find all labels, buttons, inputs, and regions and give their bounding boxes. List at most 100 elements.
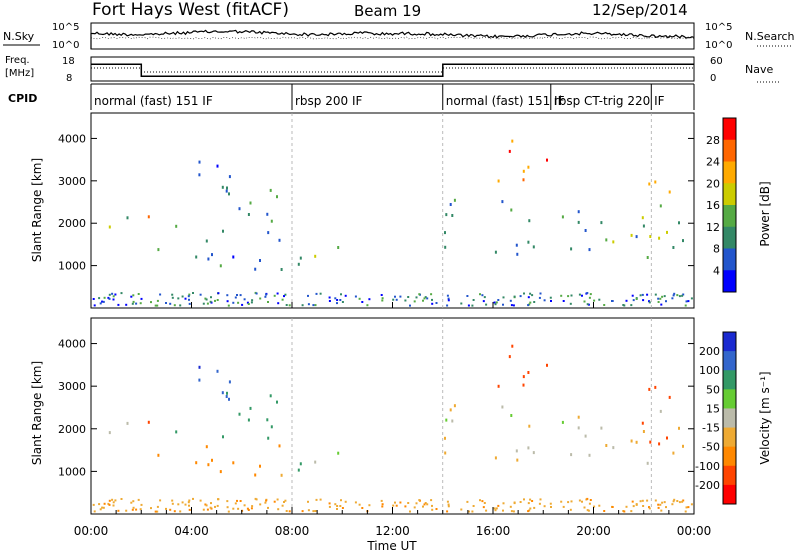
velocity-cell xyxy=(531,500,534,502)
velocity-cell xyxy=(209,506,212,509)
power-cell xyxy=(336,299,339,301)
velocity-cell xyxy=(173,510,176,513)
power-cell xyxy=(453,198,456,202)
velocity-cell xyxy=(649,440,652,444)
power-cell xyxy=(446,304,449,307)
power-cell xyxy=(562,300,565,302)
velocity-cell xyxy=(413,506,416,509)
power-colorbar-tick: 12 xyxy=(706,221,720,234)
velocity-cell xyxy=(687,506,690,509)
power-cell xyxy=(112,295,115,298)
velocity-cell xyxy=(431,508,434,511)
power-cell xyxy=(684,304,687,307)
velocity-cell xyxy=(659,503,662,506)
power-cell xyxy=(336,302,338,305)
power-cell xyxy=(671,297,674,300)
power-cell xyxy=(283,295,285,298)
power-cell xyxy=(204,297,207,300)
velocity-cell xyxy=(479,499,481,502)
velocity-colorbar-tick: -50 xyxy=(702,441,720,454)
velocity-cell xyxy=(584,434,587,438)
velocity-cell xyxy=(446,510,449,513)
power-cell xyxy=(222,229,224,233)
power-cell xyxy=(103,296,106,299)
power-cell xyxy=(198,173,201,177)
velocity-cell xyxy=(108,503,111,506)
power-cell xyxy=(510,208,513,212)
velocity-cell xyxy=(312,510,315,513)
power-cell xyxy=(529,301,532,304)
power-cell xyxy=(481,294,484,297)
velocity-cell xyxy=(639,500,642,503)
velocity-cell xyxy=(671,503,674,506)
power-cell xyxy=(184,297,187,300)
velocity-cell xyxy=(657,503,660,506)
power-cell xyxy=(381,299,384,302)
power-cell xyxy=(466,295,469,297)
power-cell xyxy=(659,297,662,300)
power-cell xyxy=(120,292,123,295)
power-cell xyxy=(206,302,209,305)
power-cell xyxy=(528,219,531,223)
power-cell xyxy=(108,293,111,296)
velocity-cell xyxy=(527,446,530,450)
power-cell xyxy=(435,302,438,304)
velocity-cell xyxy=(528,509,531,512)
power-cell xyxy=(605,238,608,242)
velocity-cell xyxy=(337,451,340,455)
power-cell xyxy=(299,256,302,260)
power-cell xyxy=(228,192,230,196)
velocity-cell xyxy=(502,502,505,505)
power-cell xyxy=(139,302,142,305)
y-tick-label: 4000 xyxy=(58,338,86,351)
velocity-colorbar-tick: 15 xyxy=(706,402,720,415)
date-label: 12/Sep/2014 xyxy=(592,1,688,19)
velocity-colorbar-tick: 200 xyxy=(699,345,720,358)
power-cell xyxy=(422,299,424,302)
power-cell xyxy=(205,239,208,243)
velocity-colorbar-tick: 50 xyxy=(706,383,720,396)
power-cell xyxy=(494,250,497,254)
velocity-cell xyxy=(130,501,133,504)
power-cell xyxy=(661,295,664,298)
velocity-cell xyxy=(482,506,485,509)
velocity-cell xyxy=(586,509,589,512)
velocity-cell xyxy=(358,503,361,506)
power-cell xyxy=(140,297,143,300)
velocity-cell xyxy=(481,500,484,503)
nsearch-label: N.Search xyxy=(745,30,795,43)
velocity-cell xyxy=(567,501,570,504)
velocity-cell xyxy=(682,499,685,502)
velocity-colorbar: 200 100 50 15 -15 -50 -100 -200 xyxy=(695,331,737,505)
velocity-cell xyxy=(426,503,429,506)
power-cell xyxy=(444,231,446,235)
y-tick-label: 1000 xyxy=(58,465,86,478)
power-cell xyxy=(273,294,276,297)
power-cell xyxy=(430,293,433,296)
power-cell xyxy=(297,262,300,266)
velocity-cell xyxy=(418,499,421,502)
power-cell xyxy=(234,296,237,299)
velocity-cell xyxy=(125,509,128,512)
velocity-cell xyxy=(227,510,230,513)
power-cell xyxy=(175,224,178,228)
velocity-cell xyxy=(658,442,661,446)
nave-tick-top: 60 xyxy=(710,56,723,67)
velocity-cell xyxy=(522,375,525,379)
power-cell xyxy=(265,293,268,296)
velocity-cell xyxy=(600,426,603,430)
velocity-cell xyxy=(453,404,456,408)
velocity-cell xyxy=(255,498,258,501)
power-cell xyxy=(211,253,213,257)
power-cell xyxy=(588,248,591,252)
power-cell xyxy=(247,213,250,216)
velocity-cell xyxy=(588,453,591,457)
velocity-cell xyxy=(222,435,224,439)
power-cell xyxy=(154,304,157,307)
velocity-cell xyxy=(497,504,500,507)
velocity-cell xyxy=(219,470,222,474)
power-cell xyxy=(447,299,450,302)
power-cell xyxy=(570,247,573,251)
power-colorbar-swatch xyxy=(723,139,736,162)
power-cell xyxy=(266,212,269,216)
